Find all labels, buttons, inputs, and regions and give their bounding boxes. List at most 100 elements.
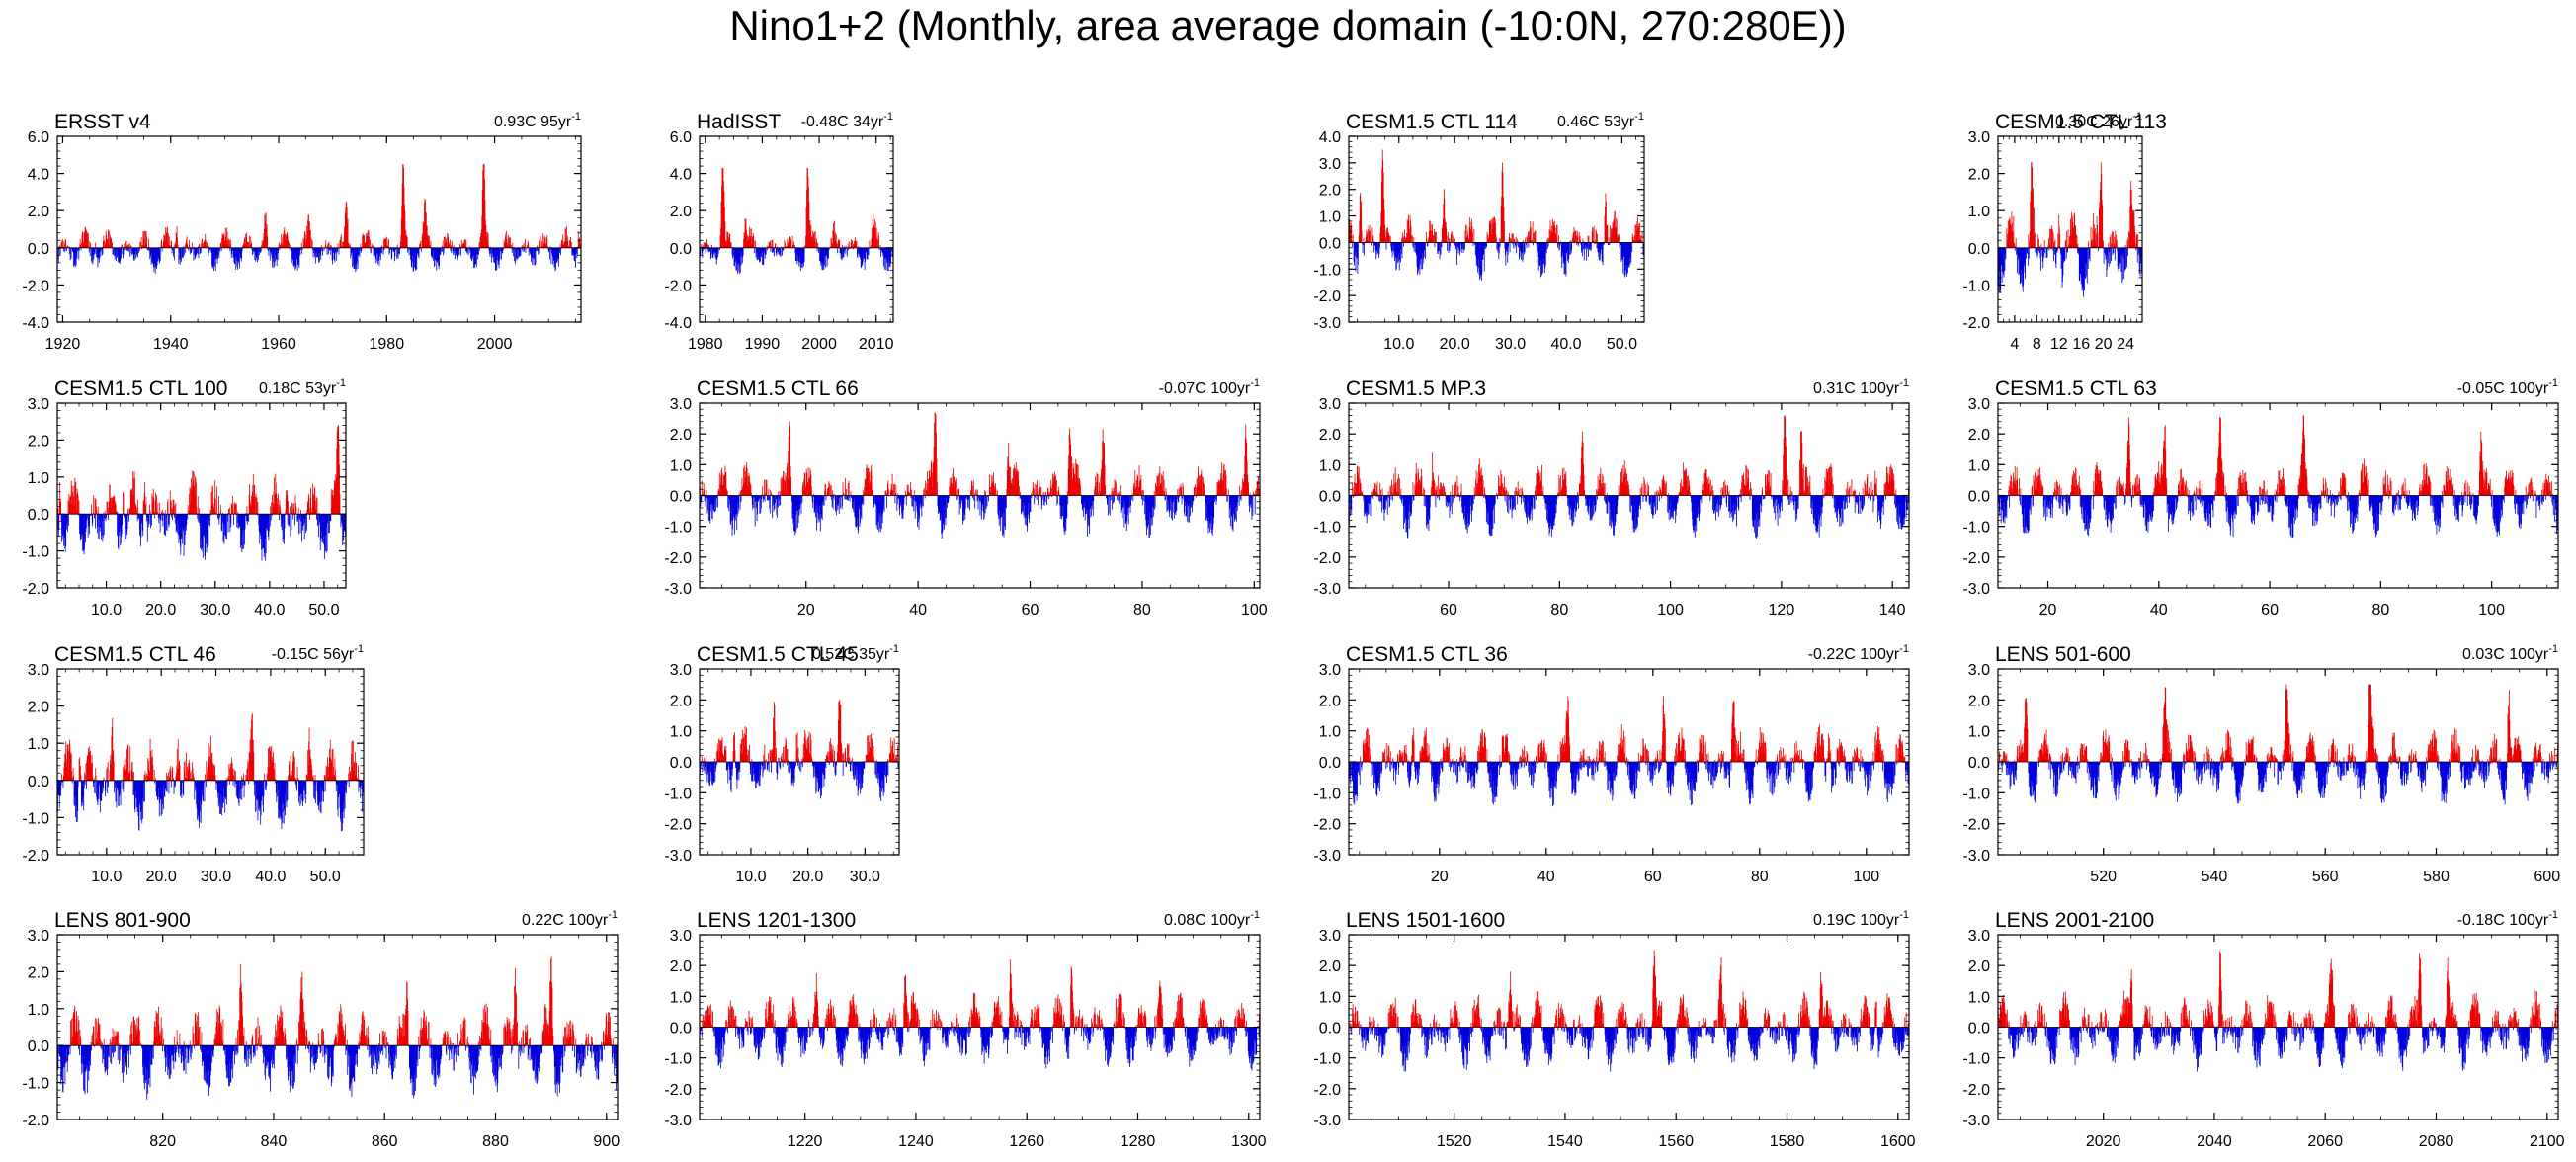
- data-bar: [1359, 196, 1361, 243]
- data-bar: [275, 247, 277, 255]
- data-bar: [762, 486, 764, 496]
- data-bar: [700, 247, 702, 256]
- data-bar: [2109, 247, 2111, 253]
- x-tick-label: 1940: [153, 336, 189, 353]
- data-bar: [115, 247, 117, 256]
- data-bar: [250, 241, 252, 248]
- data-bar: [810, 224, 812, 248]
- data-bar: [1568, 242, 1570, 255]
- data-bar: [948, 495, 950, 499]
- data-bar: [529, 247, 531, 252]
- data-bar: [384, 240, 386, 248]
- data-bar: [1497, 242, 1499, 253]
- data-bar: [387, 240, 389, 248]
- data-bar: [423, 224, 424, 248]
- data-bar: [394, 247, 396, 251]
- data-bar: [233, 514, 234, 526]
- data-bar: [75, 247, 77, 260]
- data-bar: [284, 240, 286, 248]
- data-bar: [1432, 224, 1433, 243]
- data-bar: [1453, 235, 1454, 243]
- data-bar: [486, 231, 488, 248]
- data-bar: [174, 505, 176, 515]
- y-tick-label: 0.0: [1968, 241, 1990, 258]
- data-bar: [572, 247, 574, 255]
- data-bar: [327, 244, 329, 248]
- data-bar: [1223, 463, 1225, 496]
- data-bar: [773, 247, 775, 253]
- data-bar: [228, 240, 230, 248]
- data-bar: [244, 244, 246, 248]
- data-bar: [94, 247, 96, 255]
- data-bar: [569, 240, 570, 248]
- data-bar: [344, 213, 346, 248]
- data-bar: [863, 247, 865, 259]
- trend-label: 0.93C 95yr-1: [494, 111, 581, 130]
- data-bar: [735, 247, 737, 271]
- data-bar: [266, 224, 268, 248]
- data-bar: [801, 495, 803, 503]
- data-bar: [126, 247, 127, 251]
- data-bar: [291, 247, 293, 260]
- data-bar: [703, 247, 705, 251]
- data-bar: [850, 490, 852, 496]
- data-bar: [985, 491, 986, 496]
- data-bar: [1056, 495, 1058, 504]
- data-bar: [132, 247, 133, 254]
- data-bar: [551, 247, 553, 257]
- data-bar: [122, 514, 123, 525]
- data-bar: [297, 514, 299, 520]
- data-bar: [186, 239, 188, 248]
- data-bar: [823, 247, 825, 256]
- data-bar: [1463, 242, 1464, 244]
- data-bar: [365, 241, 367, 248]
- data-bar: [338, 247, 340, 255]
- data-bar: [875, 233, 877, 248]
- data-bar: [197, 247, 199, 255]
- data-bar: [1438, 242, 1440, 252]
- data-bar: [255, 247, 257, 262]
- data-bar: [277, 247, 279, 260]
- data-bar: [348, 242, 349, 248]
- data-bar: [399, 247, 400, 255]
- data-bar: [344, 226, 345, 248]
- data-bar: [362, 236, 364, 248]
- data-bar: [125, 241, 127, 248]
- data-bar: [876, 239, 878, 248]
- data-bar: [498, 247, 500, 269]
- data-bar: [518, 247, 520, 258]
- data-bar: [217, 495, 219, 515]
- data-bar: [711, 247, 713, 254]
- data-bar: [1421, 242, 1423, 254]
- data-bar: [706, 238, 708, 248]
- data-bar: [1631, 242, 1633, 252]
- data-bar: [2065, 247, 2067, 259]
- data-bar: [1114, 479, 1116, 496]
- data-bar: [439, 247, 441, 256]
- data-bar: [874, 219, 876, 248]
- data-bar: [867, 247, 868, 258]
- data-bar: [145, 242, 147, 248]
- data-bar: [1363, 238, 1365, 243]
- data-bar: [460, 247, 462, 249]
- data-bar: [1482, 242, 1484, 260]
- data-bar: [290, 244, 291, 248]
- data-bar: [67, 245, 68, 248]
- data-bar: [1066, 491, 1068, 496]
- data-bar: [1546, 242, 1548, 249]
- data-bar: [1431, 237, 1433, 243]
- data-bar: [308, 220, 310, 248]
- data-bar: [1465, 236, 1467, 243]
- data-bar: [1419, 242, 1421, 265]
- data-bar: [523, 245, 525, 248]
- y-tick-label: -1.0: [1962, 278, 1990, 294]
- data-bar: [884, 247, 886, 259]
- data-bars: [1349, 149, 1645, 281]
- data-bar: [550, 247, 552, 254]
- data-bar: [1500, 239, 1502, 243]
- trend-label: 0.46C 53yr-1: [1557, 111, 1644, 130]
- data-bar: [536, 247, 537, 251]
- data-bar: [861, 247, 863, 265]
- data-bar: [1413, 237, 1415, 243]
- data-bar: [443, 247, 445, 254]
